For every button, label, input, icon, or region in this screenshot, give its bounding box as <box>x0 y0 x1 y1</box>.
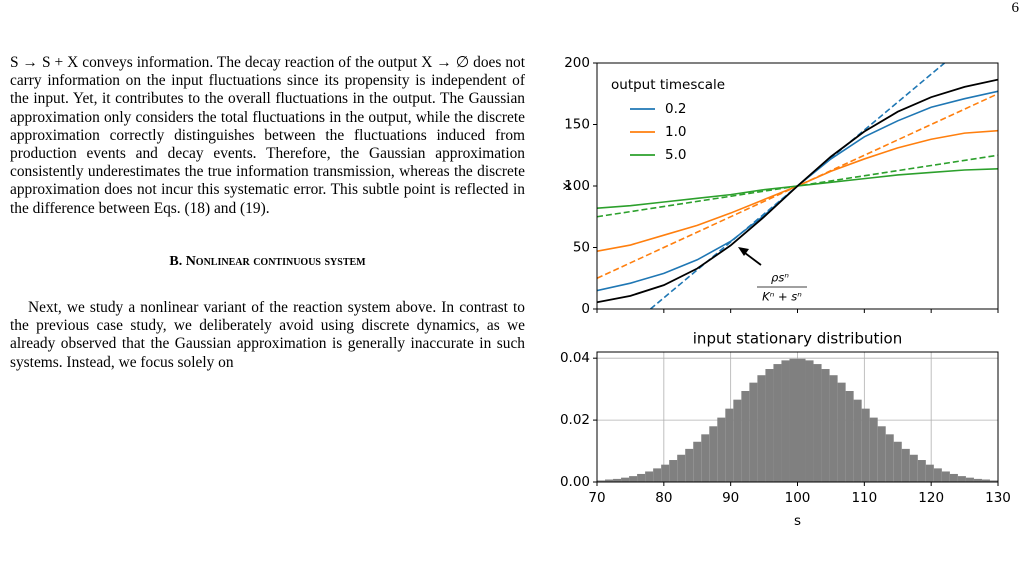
histogram-bar <box>701 434 710 482</box>
histogram-bar <box>845 391 854 482</box>
histogram-bar <box>757 375 766 482</box>
histogram-bar <box>773 364 782 482</box>
histogram-bar <box>789 358 798 482</box>
y-tick-label: 200 <box>564 55 590 71</box>
histogram-bar <box>893 441 902 482</box>
legend-label: 0.2 <box>665 101 686 117</box>
series-line <box>597 90 998 292</box>
histogram-bar <box>733 399 742 482</box>
x-tick-label: 90 <box>722 490 739 506</box>
histogram-bar <box>645 471 654 482</box>
histogram-bar <box>821 369 830 482</box>
x-tick-label: 80 <box>655 490 672 506</box>
y-tick-label: 150 <box>564 117 590 133</box>
y-tick-label: 0.02 <box>560 412 590 428</box>
x-tick-label: 110 <box>851 490 877 506</box>
histogram-bar <box>941 471 950 482</box>
annotation-numerator: ρsⁿ <box>771 271 789 285</box>
histogram-bar <box>605 479 614 482</box>
histogram-bar <box>981 479 990 482</box>
histogram-bar <box>885 434 894 482</box>
legend-label: 5.0 <box>665 147 686 163</box>
series-line <box>597 129 998 252</box>
histogram-bar <box>661 464 670 482</box>
histogram-bar <box>709 426 718 482</box>
histogram-bar <box>621 477 630 482</box>
paragraph: S → S + X conveys information. The decay… <box>10 54 525 217</box>
histogram-bar <box>813 364 822 482</box>
histogram-bar <box>781 360 790 482</box>
y-tick-label: 0.00 <box>560 474 590 490</box>
histogram-bar <box>653 468 662 482</box>
histogram-bar <box>669 460 678 482</box>
plot-frame <box>596 351 999 483</box>
histogram-bar <box>741 391 750 482</box>
x-tick-label: 70 <box>588 490 605 506</box>
plot-frame <box>596 62 999 310</box>
histogram-bar <box>925 464 934 482</box>
histogram-bar <box>717 417 726 482</box>
histogram-bar <box>685 448 694 482</box>
x-axis-label: s <box>794 513 801 529</box>
figure: 0 50 100 150 200 x output timescale 0.2 1.0 5.0 ρs… <box>559 55 1011 529</box>
histogram-bar <box>861 408 870 482</box>
x-tick-label: 120 <box>918 490 944 506</box>
text-column: S → S + X conveys information. The decay… <box>10 54 525 372</box>
page-number: 6 <box>1011 0 1020 16</box>
histogram-bar <box>869 417 878 482</box>
histogram-bar <box>613 478 622 482</box>
histogram-bar <box>917 460 926 482</box>
histogram-bar <box>909 454 918 482</box>
x-tick-label: 130 <box>985 490 1011 506</box>
histogram-bar <box>693 441 702 482</box>
histogram-bar <box>637 473 646 482</box>
annotation-arrowhead <box>738 247 749 256</box>
histogram-bar <box>957 476 966 482</box>
histogram-bar <box>853 399 862 482</box>
y-tick-label: 0.04 <box>560 350 590 366</box>
histogram-bar <box>837 382 846 482</box>
histogram-bar <box>749 382 758 482</box>
annotation-denominator: Kⁿ + sⁿ <box>762 290 802 304</box>
legend-label: 1.0 <box>665 124 686 140</box>
section-heading: B. Nonlinear continuous system <box>169 253 366 269</box>
histogram-bar <box>765 369 774 482</box>
histogram-bar <box>965 477 974 482</box>
histogram-bar <box>877 426 886 482</box>
histogram-bar <box>597 480 606 482</box>
paragraph: Next, we study a nonlinear variant of th… <box>10 299 525 371</box>
y-tick-label: 0 <box>581 301 590 317</box>
histogram-bar <box>973 478 982 482</box>
histogram-bar <box>725 408 734 482</box>
histogram-bar <box>901 448 910 482</box>
y-axis-label: x <box>559 182 575 190</box>
x-tick-label: 100 <box>785 490 811 506</box>
y-tick-label: 100 <box>564 178 590 194</box>
histogram-bar <box>949 473 958 482</box>
histogram-bar <box>829 375 838 482</box>
histogram-bar <box>797 358 806 482</box>
histogram-bar <box>933 468 942 482</box>
hill-curve <box>597 78 998 304</box>
series-line <box>597 167 998 209</box>
histogram-bar <box>989 480 998 482</box>
histogram-bar <box>805 360 814 482</box>
chart-title: input stationary distribution <box>693 330 902 348</box>
legend-title: output timescale <box>611 77 725 93</box>
histogram-bar <box>677 454 686 482</box>
histogram-bar <box>629 476 638 482</box>
y-tick-label: 50 <box>573 240 590 256</box>
